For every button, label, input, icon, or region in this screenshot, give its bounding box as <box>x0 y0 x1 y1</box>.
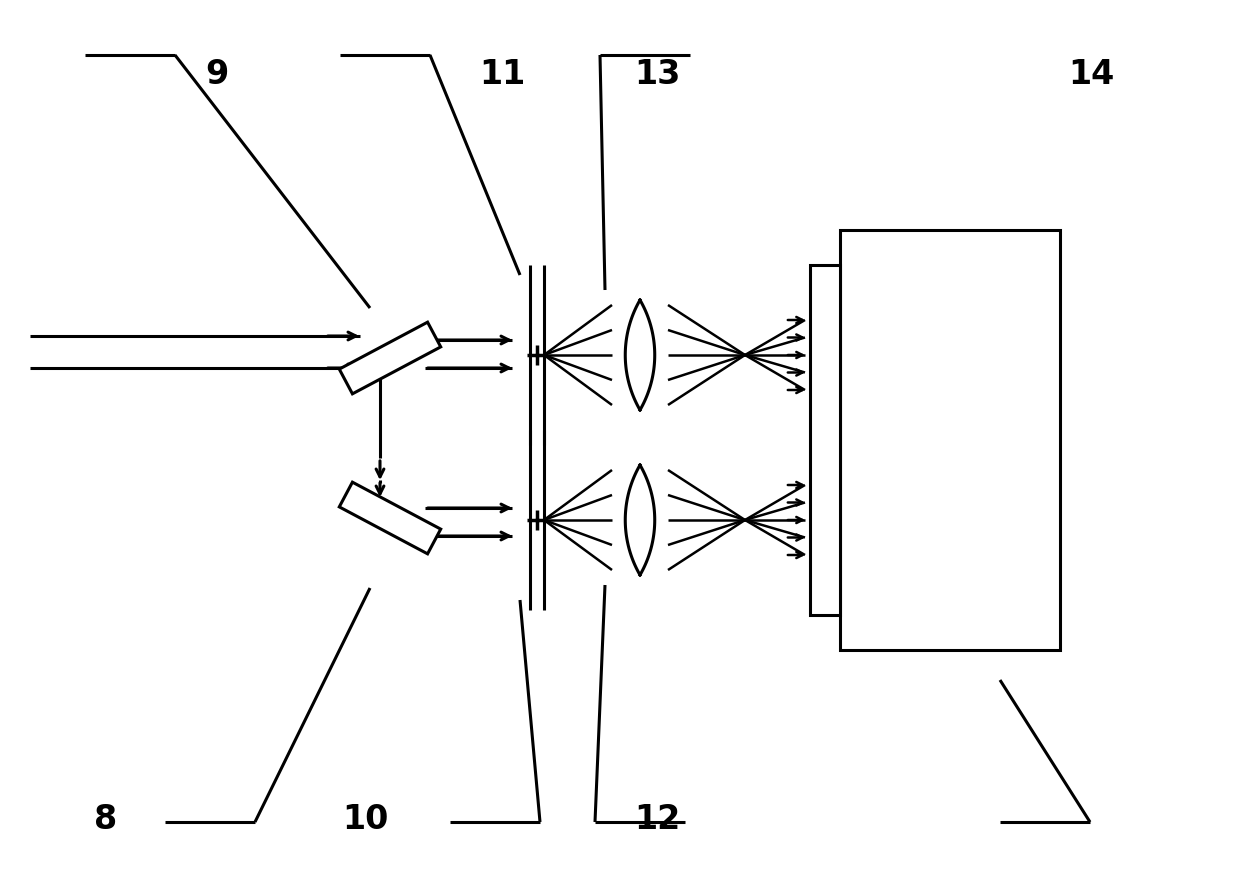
Polygon shape <box>340 322 440 394</box>
Text: 12: 12 <box>634 803 681 837</box>
Bar <box>839 230 1060 650</box>
Text: 14: 14 <box>1068 58 1115 91</box>
Polygon shape <box>340 482 440 554</box>
Text: 8: 8 <box>94 803 117 837</box>
Bar <box>810 265 839 615</box>
Text: 13: 13 <box>634 58 681 91</box>
Text: 9: 9 <box>206 58 228 91</box>
Text: 11: 11 <box>479 58 526 91</box>
Text: 10: 10 <box>342 803 389 837</box>
